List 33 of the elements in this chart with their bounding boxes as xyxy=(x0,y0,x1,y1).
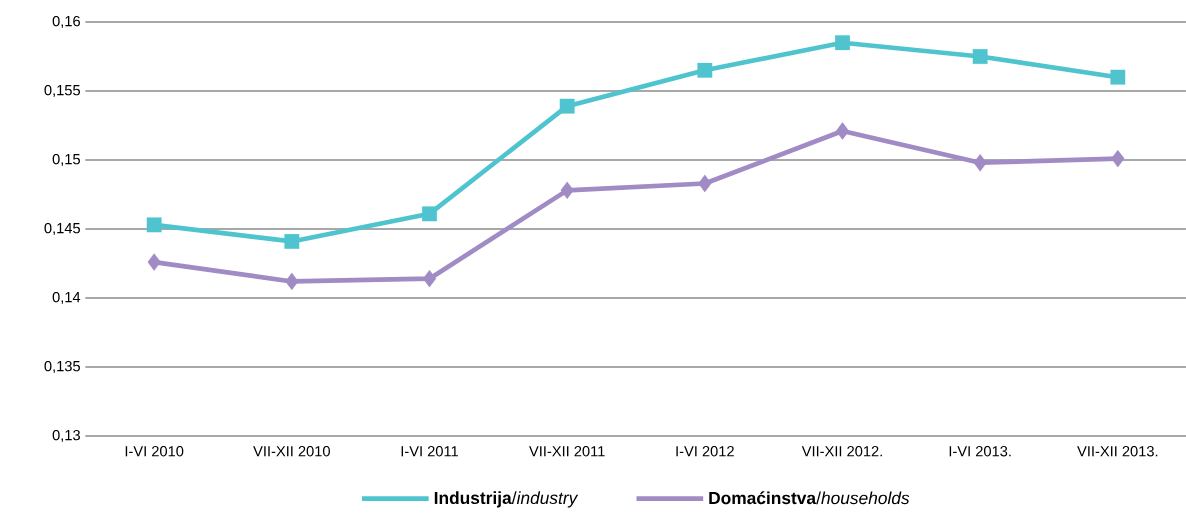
x-tick-label: I-VI 2011 xyxy=(401,446,459,457)
x-tick-label: VII-XII 2012. xyxy=(801,446,882,457)
point xyxy=(698,174,712,193)
point xyxy=(972,49,988,64)
point xyxy=(422,269,437,288)
point xyxy=(835,122,850,140)
y-tick-label: 0,135 xyxy=(44,360,80,374)
legend-label: Domaćinstva/households xyxy=(709,491,910,505)
x-tick-label: I-VI 2010 xyxy=(125,446,184,457)
point xyxy=(285,272,299,291)
y-tick-label: 0,155 xyxy=(44,84,80,98)
y-tick-label: 0,16 xyxy=(52,15,80,29)
point xyxy=(147,253,161,271)
x-tick-label: VII-XII 2011 xyxy=(529,446,605,457)
point xyxy=(284,234,300,249)
x-tick-label: I-VI 2013. xyxy=(949,446,1011,457)
point xyxy=(422,206,437,222)
point xyxy=(559,98,575,114)
point xyxy=(560,181,574,200)
legend-label: Industrija/industry xyxy=(434,491,579,508)
y-tick-label: 0,14 xyxy=(52,291,81,305)
point xyxy=(697,62,713,78)
point xyxy=(1111,149,1125,168)
point xyxy=(146,217,162,233)
y-tick-label: 0,15 xyxy=(52,153,80,167)
y-tick-label: 0,13 xyxy=(52,429,80,443)
point xyxy=(1110,69,1126,85)
y-tick-label: 0,145 xyxy=(44,222,80,236)
point xyxy=(973,154,987,172)
x-tick-label: VII-XII 2010 xyxy=(253,446,330,457)
point xyxy=(835,35,850,51)
x-tick-label: VII-XII 2013. xyxy=(1077,446,1158,457)
x-tick-label: I-VI 2012 xyxy=(676,446,734,457)
